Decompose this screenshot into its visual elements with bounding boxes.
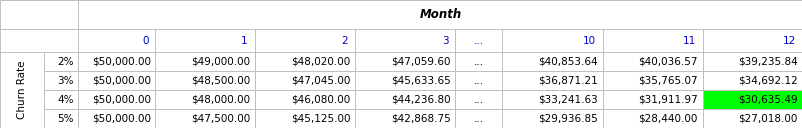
Text: $39,235.84: $39,235.84 [737,57,797,67]
Bar [44,71,78,90]
Text: $40,853.64: $40,853.64 [537,57,597,67]
Text: ...: ... [473,76,484,86]
Text: ...: ... [473,114,484,124]
Text: $50,000.00: $50,000.00 [91,114,151,124]
Bar [602,71,702,90]
Bar [455,109,502,128]
Bar [254,71,354,90]
Text: $36,871.21: $36,871.21 [537,76,597,86]
Bar [44,52,78,71]
Text: ...: ... [473,36,484,46]
Bar [0,52,44,128]
Bar [78,109,155,128]
Bar [254,109,354,128]
Bar [155,29,254,52]
Bar [602,29,702,52]
Bar [354,52,455,71]
Text: $50,000.00: $50,000.00 [91,76,151,86]
Text: $48,000.00: $48,000.00 [191,95,249,105]
Bar [502,71,602,90]
Bar [702,71,802,90]
Text: 3: 3 [441,36,448,46]
Bar [602,90,702,109]
Text: 11: 11 [682,36,695,46]
Bar [455,52,502,71]
Bar [602,109,702,128]
Bar [502,52,602,71]
Text: $31,911.97: $31,911.97 [638,95,697,105]
Bar [0,0,78,29]
Bar [702,29,802,52]
Text: Churn Rate: Churn Rate [17,61,27,120]
Text: $27,018.00: $27,018.00 [738,114,797,124]
Text: 2: 2 [341,36,348,46]
Bar [155,52,254,71]
Text: ...: ... [473,57,484,67]
Text: $35,765.07: $35,765.07 [638,76,697,86]
Bar [78,90,155,109]
Text: $48,020.00: $48,020.00 [290,57,350,67]
Text: Month: Month [419,8,461,21]
Bar [78,71,155,90]
Bar [702,90,802,109]
Bar [254,29,354,52]
Text: $33,241.63: $33,241.63 [537,95,597,105]
Bar [254,90,354,109]
Text: $48,500.00: $48,500.00 [190,76,249,86]
Bar [354,109,455,128]
Text: 12: 12 [782,36,795,46]
Bar [354,71,455,90]
Bar [702,109,802,128]
Text: $50,000.00: $50,000.00 [91,95,151,105]
Bar [455,29,502,52]
Bar [354,29,455,52]
Text: $45,633.65: $45,633.65 [391,76,450,86]
Text: $29,936.85: $29,936.85 [537,114,597,124]
Bar [78,29,155,52]
Bar [602,52,702,71]
Text: $40,036.57: $40,036.57 [638,57,697,67]
Bar [502,90,602,109]
Text: $50,000.00: $50,000.00 [91,57,151,67]
Bar [155,90,254,109]
Bar [354,90,455,109]
Text: $45,125.00: $45,125.00 [290,114,350,124]
Bar [155,109,254,128]
Bar [502,29,602,52]
Bar [155,71,254,90]
Text: $49,000.00: $49,000.00 [191,57,249,67]
Text: $30,635.49: $30,635.49 [738,95,797,105]
Text: 5%: 5% [57,114,74,124]
Bar [502,109,602,128]
Text: 3%: 3% [57,76,74,86]
Text: $28,440.00: $28,440.00 [638,114,697,124]
Bar [0,29,78,52]
Bar [702,52,802,71]
Text: 1: 1 [241,36,248,46]
Text: $42,868.75: $42,868.75 [391,114,450,124]
Text: 4%: 4% [57,95,74,105]
Bar [78,52,155,71]
Text: 2%: 2% [57,57,74,67]
Text: 10: 10 [581,36,595,46]
Bar [254,52,354,71]
Text: $47,059.60: $47,059.60 [391,57,450,67]
Bar [455,90,502,109]
Bar [44,90,78,109]
Text: $34,692.12: $34,692.12 [737,76,797,86]
Bar [455,71,502,90]
Text: $47,500.00: $47,500.00 [190,114,249,124]
Bar [44,109,78,128]
Text: ...: ... [473,95,484,105]
Text: $44,236.80: $44,236.80 [391,95,450,105]
Bar [78,0,802,29]
Text: 0: 0 [143,36,149,46]
Text: $46,080.00: $46,080.00 [290,95,350,105]
Text: $47,045.00: $47,045.00 [290,76,350,86]
